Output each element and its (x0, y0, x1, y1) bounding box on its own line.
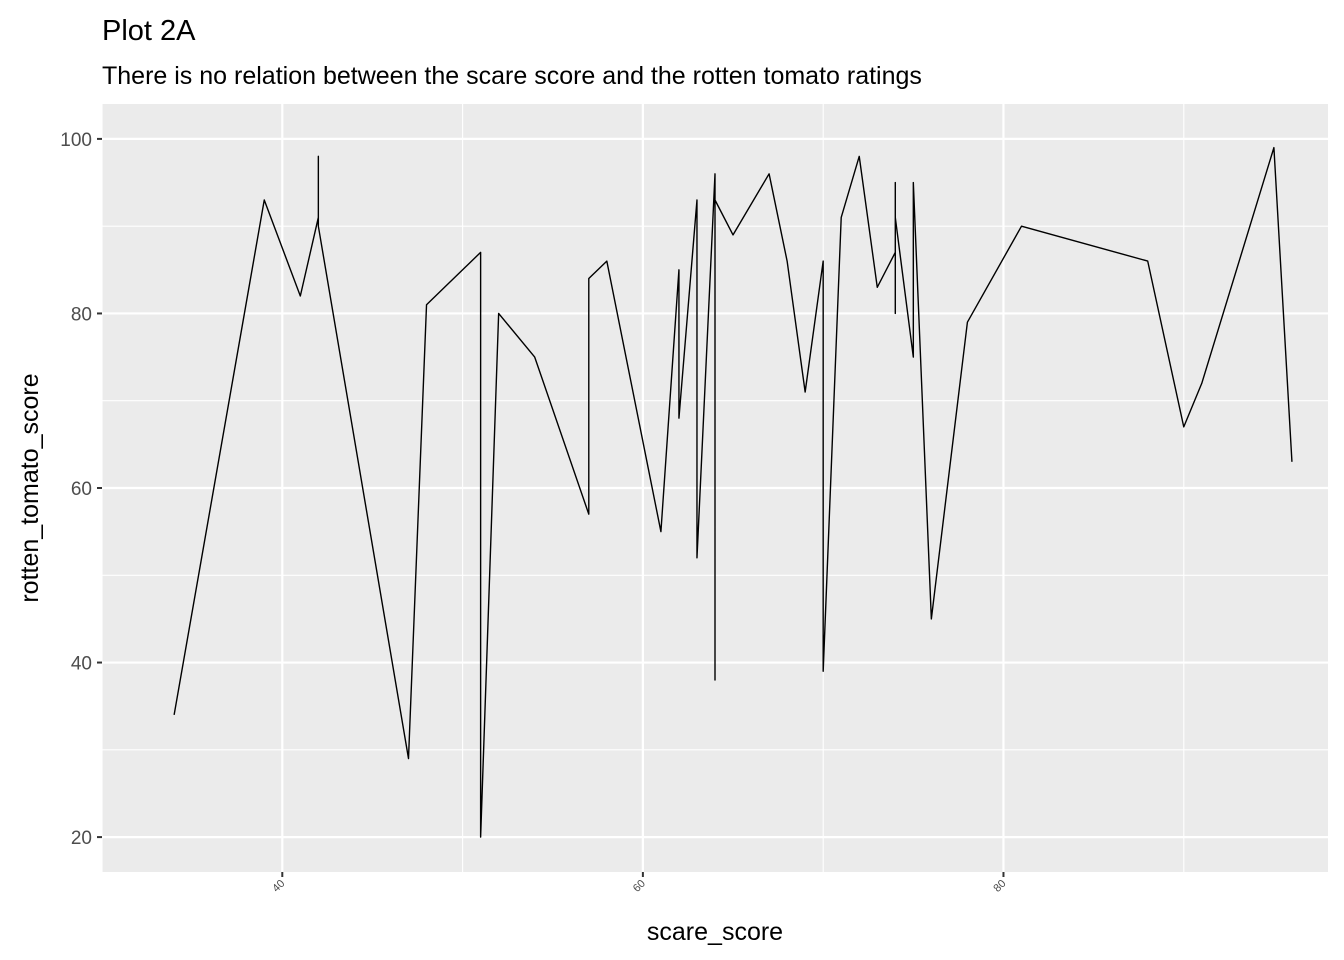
series-line (173, 146, 1293, 838)
y-axis: 20 40 60 80 100 (60, 130, 102, 849)
chart-title: Plot 2A (102, 15, 196, 47)
chart-subtitle: There is no relation between the scare s… (102, 62, 922, 90)
x-tick-label: 80 (991, 878, 1008, 895)
series-layer (173, 146, 1293, 838)
x-tick-label: 40 (270, 878, 287, 895)
y-tick-label: 20 (71, 828, 92, 849)
x-axis-label: scare_score (647, 918, 783, 946)
x-tick-label: 60 (631, 878, 648, 895)
x-axis: 40 60 80 (270, 872, 1009, 895)
y-tick-label: 40 (71, 654, 92, 675)
y-axis-label: rotten_tomato_score (16, 373, 44, 602)
y-tick-label: 80 (71, 304, 92, 325)
y-tick-label: 60 (71, 479, 92, 500)
y-tick-label: 100 (60, 130, 92, 151)
